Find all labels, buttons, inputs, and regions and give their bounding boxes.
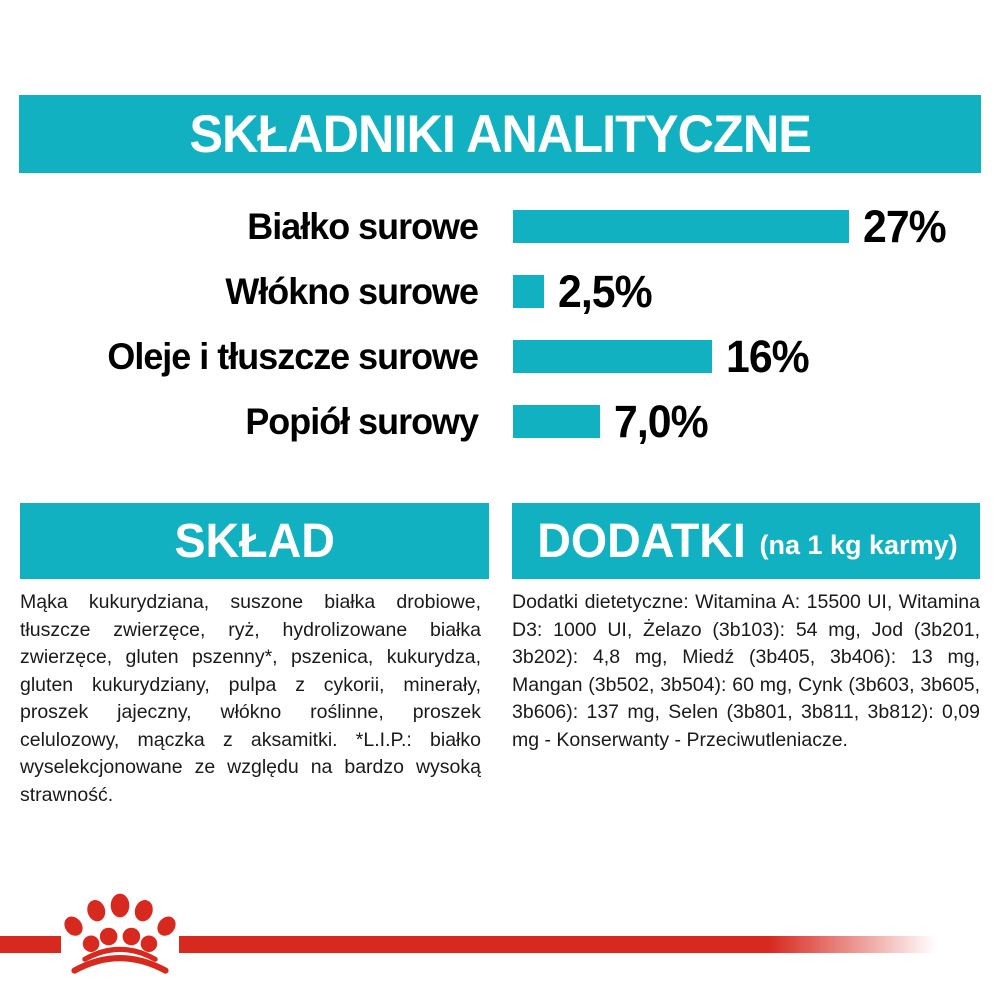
footer-red-stripe-left xyxy=(0,936,61,953)
additives-text: Dodatki dietetyczne: Witamina A: 15500 U… xyxy=(512,591,980,751)
analytical-row-bar xyxy=(513,340,712,373)
analytical-components-header: SKŁADNIKI ANALITYCZNE xyxy=(19,95,981,173)
analytical-row-value: 16% xyxy=(726,330,810,382)
analytical-row: Białko surowe 27% xyxy=(0,194,1000,259)
analytical-row-value: 27% xyxy=(863,200,947,252)
additives-header: DODATKI (na 1 kg karmy) xyxy=(512,503,980,579)
composition-text: Mąka kukurydziana, suszone białka drobio… xyxy=(20,591,481,806)
analytical-row-label: Białko surowe xyxy=(247,205,479,247)
additives-title: DODATKI xyxy=(537,514,747,568)
footer-red-stripe-right xyxy=(179,936,936,953)
royal-canin-crown-icon xyxy=(64,893,176,974)
analytical-row-label: Włókno surowe xyxy=(225,270,479,312)
analytical-row: Oleje i tłuszcze surowe 16% xyxy=(0,324,1000,389)
analytical-components-title: SKŁADNIKI ANALITYCZNE xyxy=(189,104,811,164)
analytical-row-bar xyxy=(513,405,600,438)
composition-title: SKŁAD xyxy=(174,514,335,568)
analytical-row: Włókno surowe 2,5% xyxy=(0,259,1000,324)
additives-subtitle: (na 1 kg karmy) xyxy=(759,529,958,560)
analytical-row-value: 7,0% xyxy=(614,395,709,447)
analytical-chart: Białko surowe 27% Włókno surowe 2,5% Oleje i… xyxy=(0,194,1000,454)
analytical-row-value: 2,5% xyxy=(558,265,653,317)
analytical-row-label: Oleje i tłuszcze surowe xyxy=(107,335,479,377)
analytical-row: Popiół surowy 7,0% xyxy=(0,389,1000,454)
composition-header: SKŁAD xyxy=(20,503,489,579)
analytical-row-bar xyxy=(513,275,544,308)
analytical-row-label: Popiół surowy xyxy=(245,400,479,442)
analytical-row-bar xyxy=(513,210,849,243)
